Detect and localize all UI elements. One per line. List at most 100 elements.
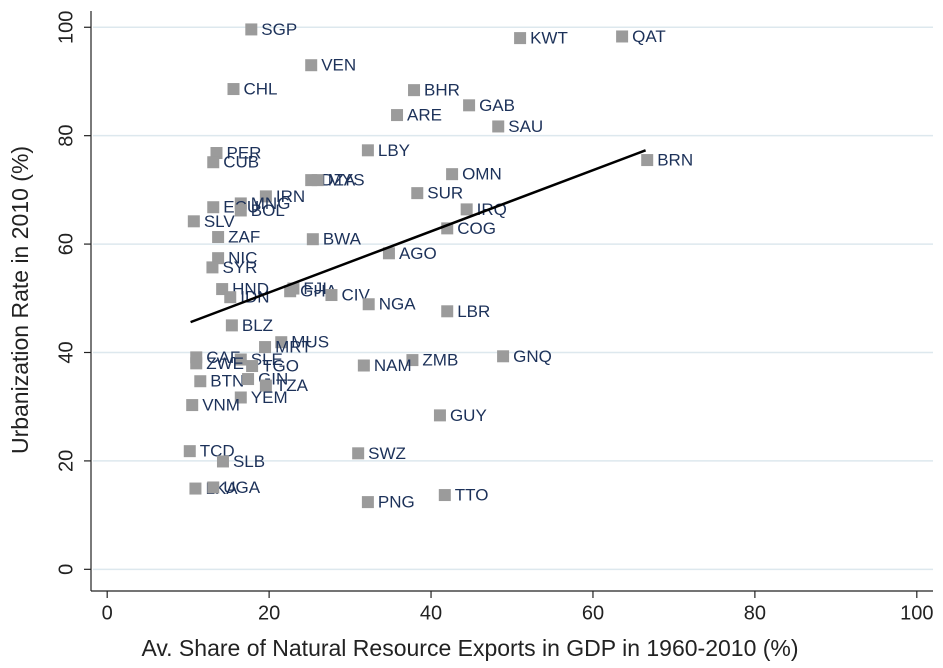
fit-line: [190, 149, 647, 324]
point: [245, 23, 258, 36]
point: [352, 447, 365, 460]
point: [227, 83, 240, 96]
point: [259, 341, 272, 354]
point-label: NAM: [374, 356, 412, 375]
point: [212, 252, 225, 265]
x-tick-label: 80: [744, 602, 766, 624]
point-label: OMN: [462, 165, 502, 184]
point: [497, 350, 510, 363]
point-label: ZAF: [228, 228, 260, 247]
point-label: UGA: [223, 478, 261, 497]
point-label: LBR: [457, 302, 490, 321]
y-tick-label: 100: [55, 11, 77, 44]
point: [259, 379, 272, 392]
point: [325, 289, 338, 302]
point: [212, 231, 225, 244]
point-label: VNM: [202, 396, 240, 415]
point-label: SLB: [233, 452, 265, 471]
point-label: CHL: [243, 80, 277, 99]
point-label: LBY: [378, 141, 410, 160]
point: [441, 305, 454, 318]
point-label: CUB: [223, 153, 259, 172]
point-label: BTN: [210, 372, 244, 391]
point-label: QAT: [632, 27, 666, 46]
point: [492, 120, 505, 133]
point: [207, 201, 220, 214]
point: [224, 291, 237, 304]
point: [306, 233, 319, 246]
y-tick-label: 80: [55, 125, 77, 147]
x-tick-label: 60: [582, 602, 604, 624]
point: [641, 154, 654, 167]
point-label: TTO: [455, 486, 489, 505]
point-label: FJI: [303, 279, 327, 298]
x-tick-label: 0: [102, 602, 113, 624]
point: [275, 336, 288, 349]
point-label: TZA: [276, 376, 309, 395]
point: [305, 59, 318, 72]
point-label: YEM: [251, 388, 288, 407]
point: [207, 156, 220, 169]
point: [187, 215, 200, 228]
point-label: BLZ: [242, 316, 273, 335]
point-label: PNG: [378, 493, 415, 512]
point-label: BOL: [251, 201, 285, 220]
point-label: DZA: [321, 171, 356, 190]
point-label: SYR: [222, 258, 257, 277]
point-label: SGP: [261, 20, 297, 39]
point-label: ZMB: [422, 351, 458, 370]
point-label: BRN: [657, 151, 693, 170]
point-label: GNQ: [513, 347, 552, 366]
point-label: SWZ: [368, 444, 406, 463]
point: [616, 30, 629, 43]
point: [446, 168, 459, 181]
point: [186, 399, 199, 412]
point-label: AGO: [399, 244, 437, 263]
point: [514, 32, 527, 45]
point: [216, 455, 229, 468]
point: [246, 360, 259, 373]
point-label: CAF: [206, 348, 240, 367]
point-label: PER: [226, 144, 261, 163]
point: [460, 203, 473, 216]
y-axis-title: Urbanization Rate in 2010 (%): [7, 146, 33, 454]
point: [463, 99, 476, 112]
point: [225, 319, 238, 332]
point: [207, 481, 220, 494]
point: [259, 190, 272, 203]
point-label: SAU: [508, 117, 543, 136]
point: [382, 247, 395, 260]
y-tick-label: 40: [55, 341, 77, 363]
point: [234, 391, 247, 404]
point: [189, 482, 202, 495]
point-label: MNG: [251, 194, 291, 213]
point: [438, 489, 451, 502]
point-label: KWT: [530, 29, 568, 48]
point: [234, 353, 247, 366]
point: [361, 144, 374, 157]
point-label: SUR: [427, 184, 463, 203]
point-label: MYS: [328, 171, 365, 190]
point: [206, 261, 219, 274]
x-tick-label: 100: [900, 602, 933, 624]
point: [433, 409, 446, 422]
point: [284, 285, 297, 298]
point-label: SLE: [251, 350, 283, 369]
y-tick-label: 20: [55, 450, 77, 472]
point-label: VEN: [321, 56, 356, 75]
point: [362, 298, 375, 311]
point: [391, 109, 404, 122]
y-tick-label: 0: [55, 564, 77, 575]
point: [194, 375, 207, 388]
point-label: COG: [457, 219, 496, 238]
point-label: MRT: [275, 338, 312, 357]
point: [406, 354, 419, 367]
point: [357, 359, 370, 372]
point-label: ARE: [407, 106, 442, 125]
point: [234, 204, 247, 217]
point: [361, 496, 374, 509]
point-label: MUS: [291, 333, 329, 352]
point-label: BWA: [323, 230, 362, 249]
point: [242, 373, 255, 386]
